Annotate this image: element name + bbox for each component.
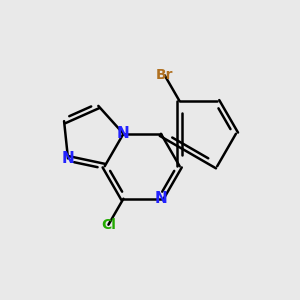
- Text: Cl: Cl: [101, 218, 116, 232]
- Text: Br: Br: [156, 68, 173, 82]
- Text: N: N: [117, 126, 130, 141]
- Text: N: N: [154, 191, 167, 206]
- Text: N: N: [61, 151, 74, 166]
